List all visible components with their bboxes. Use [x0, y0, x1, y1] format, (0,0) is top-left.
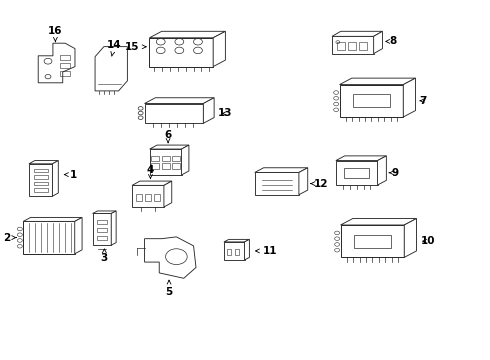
Bar: [235, 249, 239, 255]
Bar: [151, 163, 159, 169]
Bar: [34, 182, 48, 185]
Polygon shape: [111, 211, 116, 245]
Text: 6: 6: [165, 130, 172, 143]
Polygon shape: [213, 31, 225, 67]
Polygon shape: [255, 168, 308, 172]
Polygon shape: [132, 185, 164, 207]
Polygon shape: [341, 219, 416, 225]
Bar: [227, 249, 231, 255]
Bar: [162, 163, 170, 169]
Polygon shape: [150, 149, 182, 175]
Bar: [348, 42, 356, 50]
Text: 10: 10: [420, 236, 435, 246]
Polygon shape: [403, 78, 416, 117]
Polygon shape: [203, 98, 214, 123]
Text: 7: 7: [419, 96, 427, 106]
Polygon shape: [145, 237, 196, 278]
Text: 8: 8: [386, 36, 397, 46]
Polygon shape: [132, 181, 172, 185]
Bar: [60, 71, 70, 76]
Bar: [154, 194, 160, 201]
Bar: [172, 156, 180, 161]
Polygon shape: [224, 242, 245, 260]
Bar: [145, 194, 151, 201]
Polygon shape: [336, 161, 377, 185]
Polygon shape: [149, 38, 213, 67]
Text: 11: 11: [256, 246, 277, 256]
Polygon shape: [93, 211, 116, 213]
Polygon shape: [164, 181, 172, 207]
Bar: [354, 235, 391, 248]
Bar: [162, 156, 170, 161]
Polygon shape: [255, 172, 299, 195]
Bar: [337, 42, 345, 50]
Polygon shape: [145, 104, 203, 123]
Bar: [97, 228, 107, 232]
Text: 14: 14: [107, 40, 122, 56]
Polygon shape: [404, 219, 416, 257]
Bar: [172, 163, 180, 169]
Text: 16: 16: [48, 26, 63, 42]
Bar: [60, 63, 70, 68]
Text: 3: 3: [101, 249, 108, 263]
Text: 12: 12: [311, 179, 328, 189]
Polygon shape: [29, 161, 58, 164]
Text: 5: 5: [166, 280, 172, 297]
Polygon shape: [245, 239, 249, 260]
Text: 4: 4: [147, 165, 154, 179]
Polygon shape: [373, 31, 382, 54]
Text: 1: 1: [64, 170, 77, 180]
Polygon shape: [332, 31, 382, 36]
Polygon shape: [224, 239, 249, 242]
Bar: [60, 55, 70, 60]
Polygon shape: [340, 85, 403, 117]
Polygon shape: [150, 145, 189, 149]
Text: 13: 13: [218, 108, 233, 118]
Polygon shape: [336, 156, 386, 161]
Bar: [34, 188, 48, 192]
Polygon shape: [95, 46, 127, 91]
Polygon shape: [149, 31, 225, 38]
Polygon shape: [332, 36, 373, 54]
Text: 15: 15: [125, 42, 146, 52]
Polygon shape: [29, 164, 52, 196]
Polygon shape: [24, 217, 82, 221]
Bar: [97, 236, 107, 240]
Polygon shape: [182, 145, 189, 175]
Bar: [136, 194, 142, 201]
Polygon shape: [377, 156, 386, 185]
Text: 9: 9: [389, 168, 399, 178]
Polygon shape: [145, 98, 214, 104]
Bar: [34, 175, 48, 179]
Bar: [151, 156, 159, 161]
Bar: [359, 42, 367, 50]
Text: 2: 2: [3, 233, 16, 243]
Bar: [97, 220, 107, 224]
Bar: [353, 94, 390, 107]
Polygon shape: [93, 213, 111, 245]
Polygon shape: [341, 225, 404, 257]
Polygon shape: [340, 78, 416, 85]
Polygon shape: [74, 217, 82, 254]
Polygon shape: [299, 168, 308, 195]
Polygon shape: [24, 221, 74, 254]
Polygon shape: [52, 161, 58, 196]
Bar: [344, 168, 369, 178]
Polygon shape: [38, 43, 75, 83]
Bar: [34, 169, 48, 172]
